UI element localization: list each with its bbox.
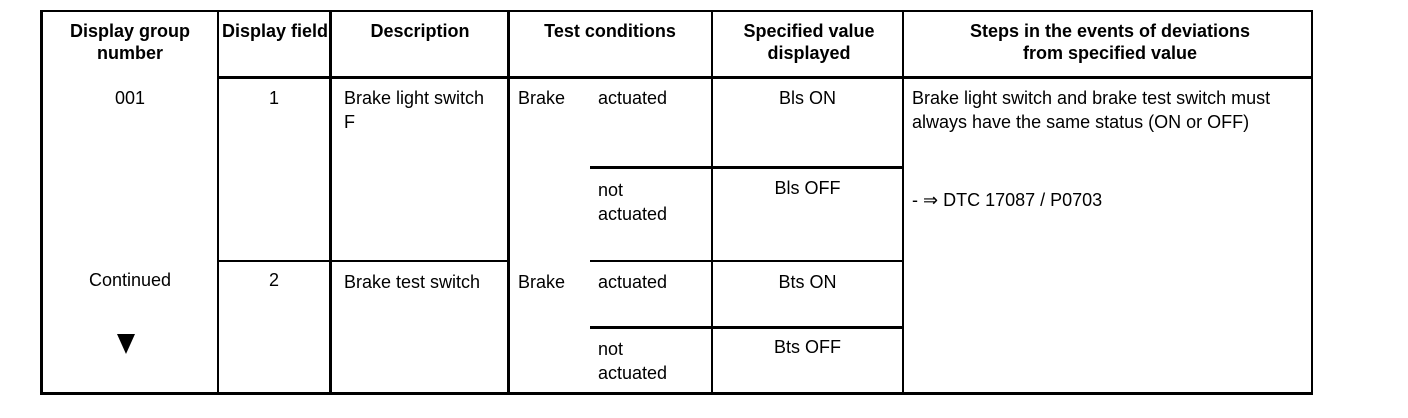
header-conditions: Test conditions <box>544 21 676 41</box>
condition: not actuated <box>598 339 668 383</box>
condition: not actuated <box>598 180 668 224</box>
border <box>40 392 1313 395</box>
border <box>1311 10 1313 395</box>
header-steps: Steps in the events of deviations from s… <box>969 21 1251 63</box>
group-number: 001 <box>114 88 146 108</box>
divider <box>507 10 510 395</box>
divider <box>329 10 332 395</box>
condition: actuated <box>598 272 668 292</box>
header-field: Display field <box>221 21 329 41</box>
border <box>40 10 1313 12</box>
specified-value: Bts OFF <box>774 337 841 357</box>
header-description: Description <box>370 21 470 41</box>
divider <box>217 10 219 395</box>
header-specified: Specified value displayed <box>743 21 875 63</box>
steps-note: Brake light switch and brake test switch… <box>912 88 1271 132</box>
divider <box>590 326 903 329</box>
specified-value: Bls OFF <box>774 178 841 198</box>
description: Brake light switch F <box>344 88 485 132</box>
specified-value: Bls ON <box>778 88 836 108</box>
border <box>40 10 43 395</box>
divider <box>902 10 904 395</box>
condition-label: Brake <box>518 272 566 292</box>
display-field: 1 <box>268 88 279 108</box>
divider <box>218 260 508 262</box>
header-group: Display group number <box>69 21 190 63</box>
group-number: Continued <box>88 270 172 290</box>
display-field: 2 <box>268 270 279 290</box>
divider <box>711 10 713 395</box>
specified-value: Bts ON <box>778 272 837 292</box>
triangle-down-icon <box>117 334 135 354</box>
divider <box>590 166 903 169</box>
divider <box>590 260 903 262</box>
condition: actuated <box>598 88 668 108</box>
divider <box>218 76 1313 79</box>
description: Brake test switch <box>344 272 481 292</box>
condition-label: Brake <box>518 88 566 108</box>
steps-reference: - ⇒ DTC 17087 / P0703 <box>912 190 1103 210</box>
